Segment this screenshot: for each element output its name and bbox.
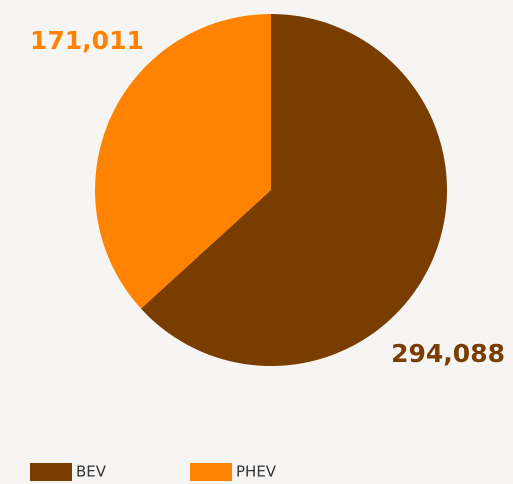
- legend-swatch: [190, 463, 232, 481]
- value-label: 171,011: [30, 26, 144, 55]
- legend-label: PHEV: [236, 463, 277, 481]
- legend-label: BEV: [76, 463, 107, 481]
- value-label: 294,088: [391, 339, 505, 368]
- legend-swatch: [30, 463, 72, 481]
- pie-slice: [140, 14, 447, 366]
- pie-slice: [94, 14, 271, 309]
